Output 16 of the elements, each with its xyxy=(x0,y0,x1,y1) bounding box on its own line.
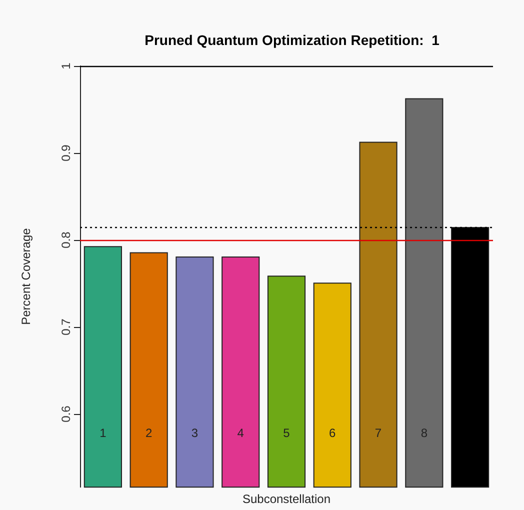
y-tick-label: 0.8 xyxy=(59,231,73,248)
x-tick-label: 3 xyxy=(191,426,198,440)
y-axis-title: Percent Coverage xyxy=(19,228,33,325)
x-tick-label: 5 xyxy=(283,426,290,440)
x-tick-label: 4 xyxy=(237,426,244,440)
x-tick-label: 7 xyxy=(374,426,382,440)
x-axis-title: Subconstellation xyxy=(242,492,331,506)
y-tick-label: 0.6 xyxy=(59,405,73,422)
y-tick-label: 1 xyxy=(59,62,73,70)
x-tick-label: 6 xyxy=(329,426,336,440)
x-tick-label: 8 xyxy=(420,426,428,440)
chart-title: Pruned Quantum Optimization Repetition: 1 xyxy=(144,32,440,48)
y-tick-label: 0.9 xyxy=(59,144,73,162)
x-tick-label: 1 xyxy=(100,426,107,440)
y-tick-label: 0.7 xyxy=(59,318,73,336)
x-tick-label: 2 xyxy=(145,426,152,440)
